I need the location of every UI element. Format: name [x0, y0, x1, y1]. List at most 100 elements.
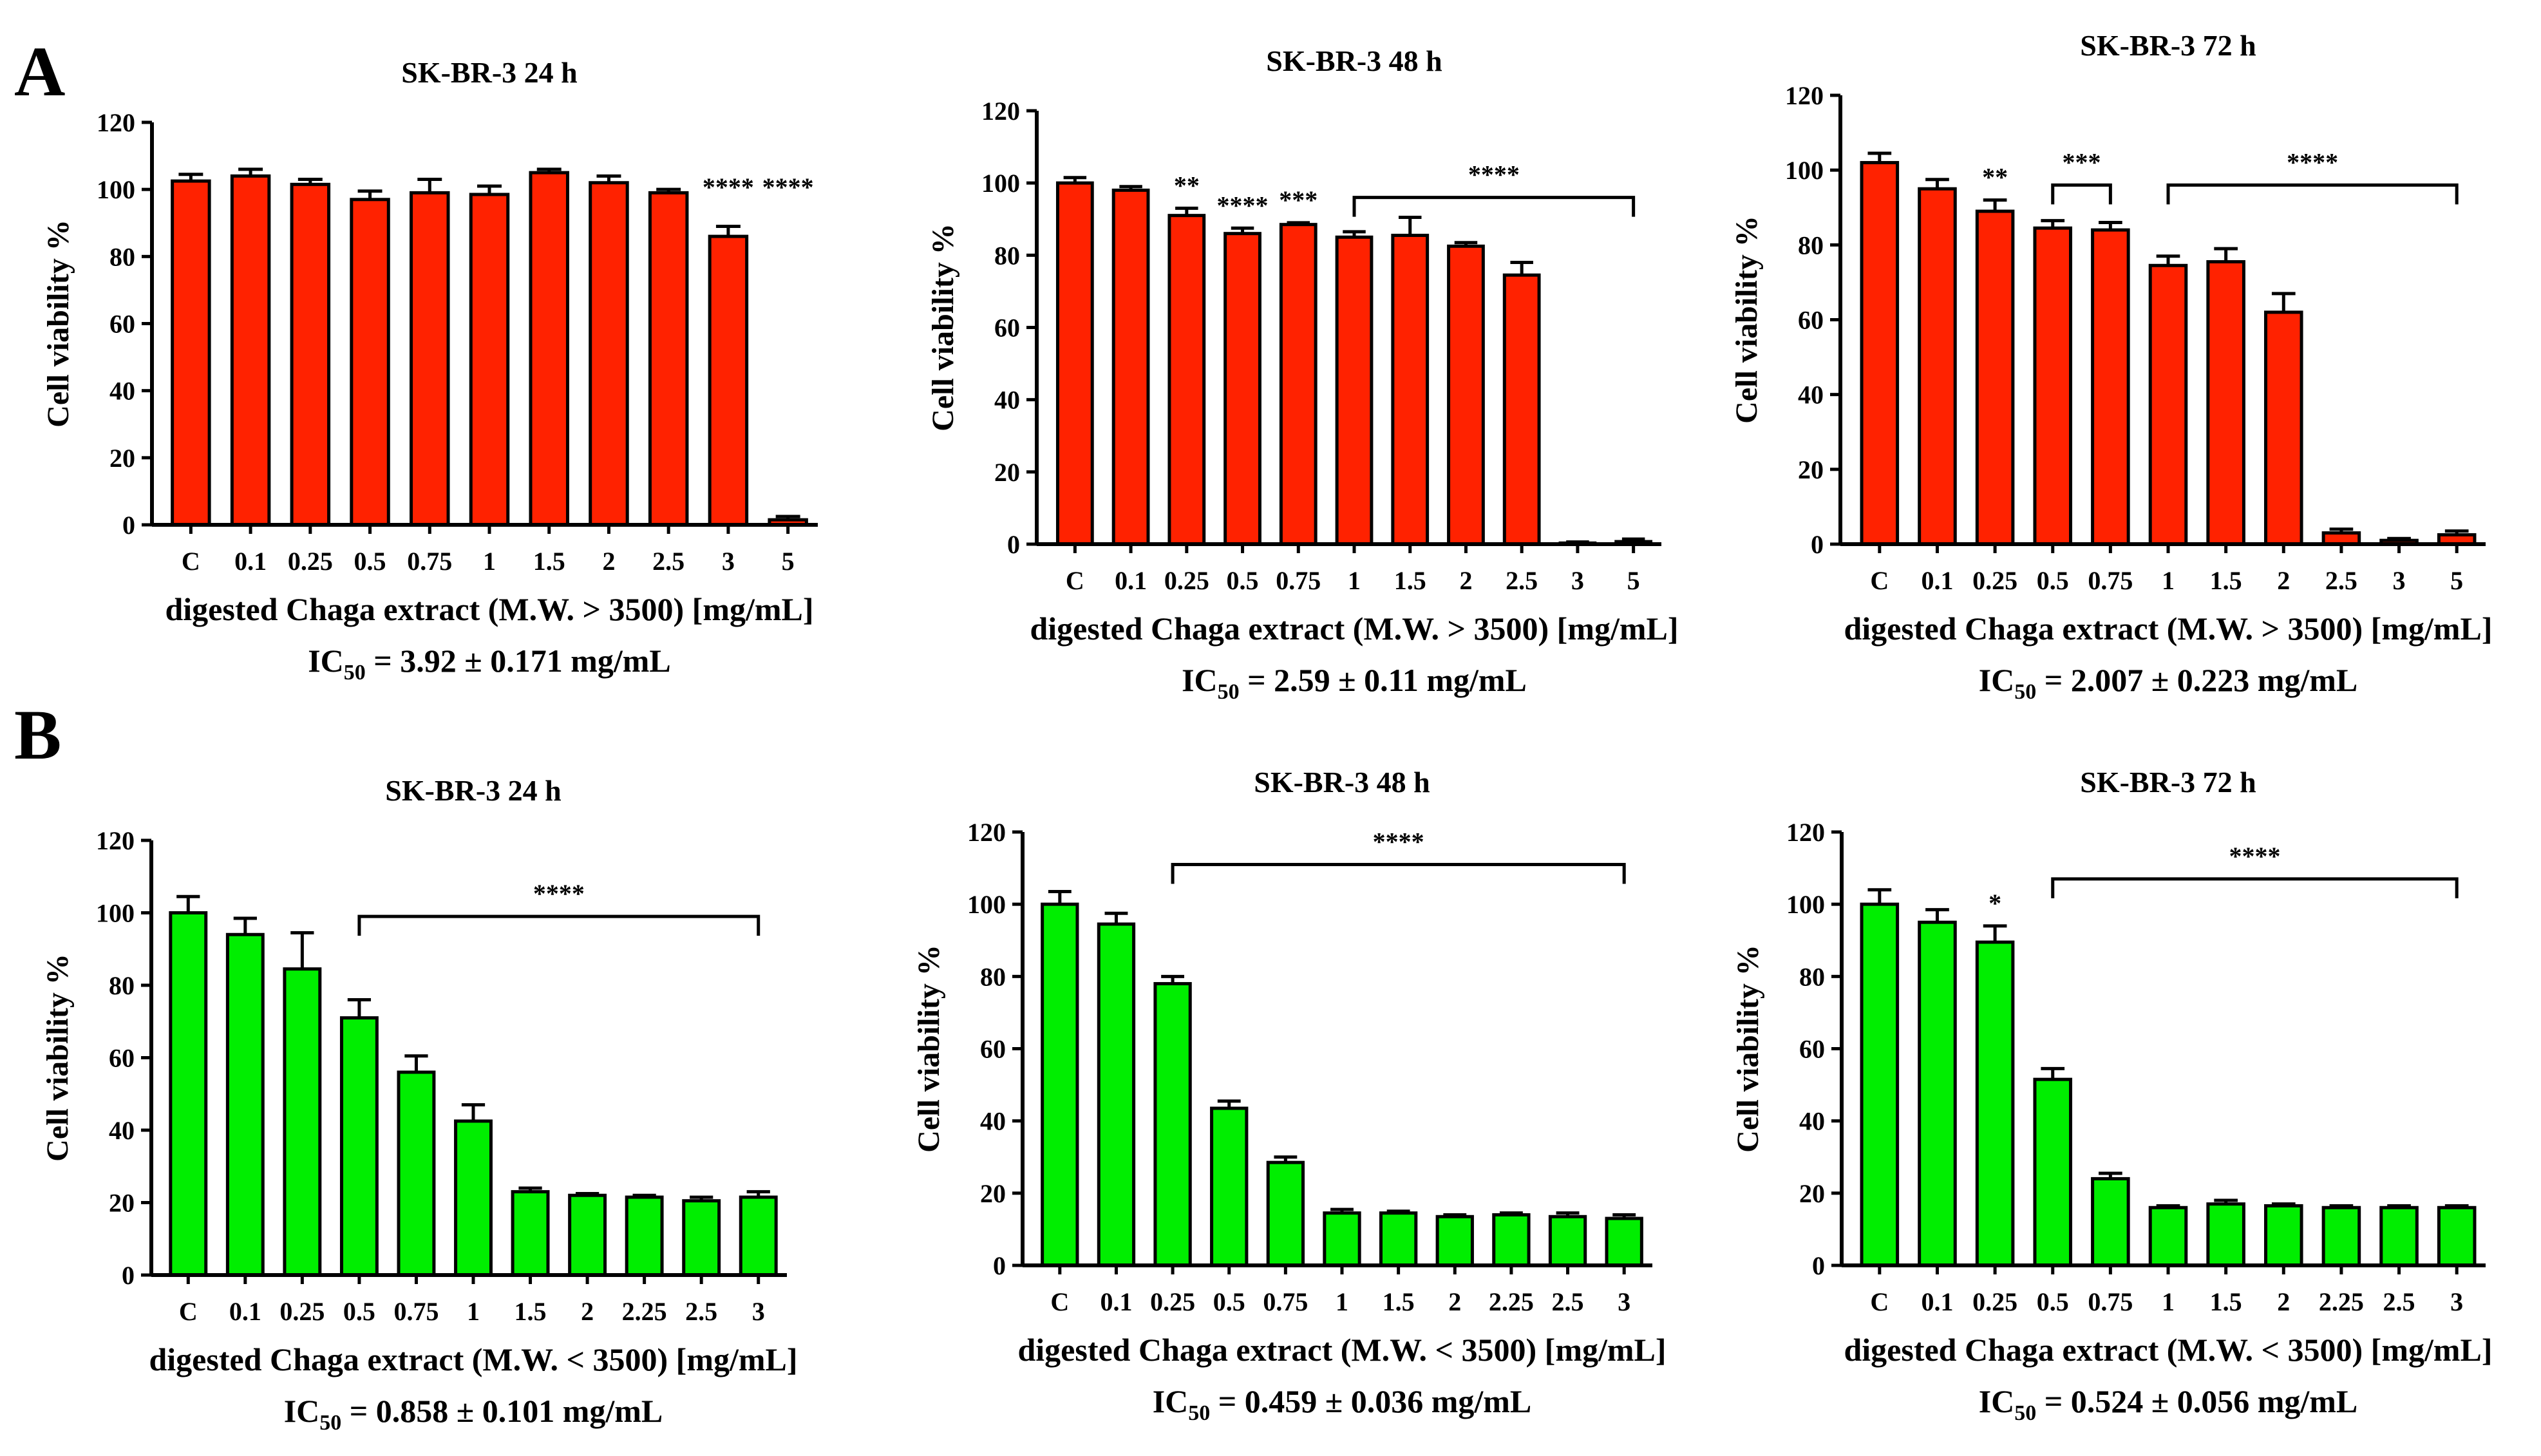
- x-tick-label: 3: [2393, 566, 2406, 595]
- significance-bracket: [2051, 183, 2112, 205]
- ic50-label: IC50 = 0.858 ± 0.101 mg/mL: [284, 1393, 663, 1435]
- x-tick-label: 1.5: [2210, 1287, 2242, 1316]
- y-tick-label: 20: [1798, 455, 1824, 484]
- y-tick-label: 80: [1798, 231, 1824, 260]
- significance-stars: ****: [2287, 147, 2338, 176]
- bar: [339, 1016, 379, 1277]
- y-tick-label: 120: [96, 826, 135, 855]
- x-tick-label: 2.5: [1506, 566, 1538, 595]
- significance-bracket: [2166, 183, 2459, 205]
- bar: [1860, 161, 1900, 546]
- significance-stars: **: [1982, 163, 2008, 192]
- bar: [454, 1119, 493, 1277]
- bar: [1153, 982, 1192, 1267]
- bar: [2263, 1204, 2303, 1267]
- panel-label-a: A: [14, 32, 65, 111]
- x-axis-label: digested Chaga extract (M.W. > 3500) [mg…: [1844, 610, 2492, 647]
- y-tick-label: 0: [1812, 1251, 1825, 1280]
- bar: [529, 171, 569, 527]
- bar: [1279, 223, 1318, 546]
- x-tick-label: 2.25: [622, 1297, 667, 1326]
- x-tick-label: 0.75: [393, 1297, 439, 1326]
- bar: [1391, 233, 1430, 546]
- bar: [1335, 235, 1374, 546]
- chart-title: SK-BR-3 24 h: [401, 56, 577, 89]
- y-tick-label: 40: [109, 377, 135, 406]
- x-tick-label: 3: [2450, 1287, 2463, 1316]
- x-tick-label: 0.5: [1213, 1287, 1245, 1316]
- y-tick-label: 100: [1785, 156, 1824, 185]
- x-axis-label: digested Chaga extract (M.W. > 3500) [mg…: [1030, 610, 1678, 647]
- chart-b-sk-br-3-24-h: SK-BR-3 24 h C 0.1 0.25 0.5 0.75 1 1.5 2 2.25 2.5 3…: [41, 774, 798, 1435]
- significance-bracket: [1171, 862, 1626, 884]
- significance-bracket: [2051, 877, 2459, 898]
- y-tick-label: 100: [96, 899, 135, 928]
- bar: [1266, 1160, 1305, 1267]
- x-tick-label: 0.75: [1263, 1287, 1308, 1316]
- ic50-label: IC50 = 2.007 ± 0.223 mg/mL: [1979, 662, 2358, 704]
- x-tick-label: 1: [1336, 1287, 1348, 1316]
- x-tick-label: 1: [2162, 566, 2175, 595]
- x-tick-label: 1.5: [1383, 1287, 1415, 1316]
- bar: [2206, 1202, 2245, 1267]
- ic50-label: IC50 = 2.59 ± 0.11 mg/mL: [1182, 662, 1527, 704]
- bar: [410, 191, 450, 527]
- significance-stars: ****: [2229, 842, 2280, 871]
- y-axis-label: Cell viability %: [926, 223, 960, 431]
- bar: [290, 182, 331, 527]
- y-tick-label: 20: [109, 1189, 135, 1218]
- bar: [2148, 1205, 2188, 1267]
- bar: [1447, 244, 1485, 546]
- y-tick-label: 0: [993, 1251, 1006, 1280]
- x-axis-label: digested Chaga extract (M.W. > 3500) [mg…: [165, 591, 813, 627]
- x-tick-label: 1.5: [1394, 566, 1426, 595]
- x-axis-label: digested Chaga extract (M.W. < 3500) [mg…: [149, 1341, 797, 1377]
- bar: [283, 967, 322, 1277]
- x-tick-label: 5: [782, 547, 795, 576]
- chart-title: SK-BR-3 48 h: [1266, 44, 1442, 77]
- y-tick-label: 20: [980, 1179, 1006, 1208]
- significance-stars: ****: [762, 173, 814, 202]
- y-tick-label: 60: [980, 1035, 1006, 1064]
- bar: [1435, 1215, 1474, 1267]
- x-tick-label: 5: [1627, 566, 1640, 595]
- y-tick-label: 60: [1798, 306, 1824, 335]
- y-tick-label: 60: [109, 1044, 135, 1073]
- x-tick-label: C: [1050, 1287, 1069, 1316]
- y-axis-label: Cell viability %: [41, 220, 75, 428]
- bar: [350, 198, 390, 527]
- y-tick-label: 80: [109, 242, 135, 271]
- bar: [2091, 228, 2130, 546]
- bar: [469, 193, 510, 527]
- bar: [708, 234, 749, 527]
- y-tick-label: 80: [109, 971, 135, 1000]
- x-tick-label: 2.5: [2325, 566, 2357, 595]
- bar: [568, 1193, 607, 1277]
- significance-bracket: [357, 914, 760, 936]
- chart-a-sk-br-3-72-h: SK-BR-3 72 h C 0.1 0.25 0.5 0.75 1 1.5 2 2.5 3 5 0 20…: [1730, 29, 2493, 704]
- y-tick-label: 20: [109, 444, 135, 473]
- x-tick-label: 0.75: [2088, 1287, 2133, 1316]
- bar: [1223, 232, 1261, 546]
- x-axis-label: digested Chaga extract (M.W. < 3500) [mg…: [1017, 1332, 1666, 1368]
- x-tick-label: C: [1066, 566, 1084, 595]
- chart-title: SK-BR-3 24 h: [385, 774, 561, 807]
- y-tick-label: 40: [109, 1116, 135, 1145]
- significance-stars: **: [1174, 171, 1200, 200]
- bar: [511, 1190, 550, 1277]
- y-axis-label: Cell viability %: [1731, 945, 1765, 1153]
- x-tick-label: 1.5: [2210, 566, 2242, 595]
- y-tick-label: 80: [980, 962, 1006, 991]
- significance-stars: ****: [533, 879, 585, 908]
- y-tick-label: 120: [967, 818, 1006, 847]
- bar: [1918, 920, 1957, 1267]
- x-tick-label: 2: [2277, 1287, 2290, 1316]
- y-axis-label: Cell viability %: [912, 945, 946, 1153]
- significance-stars: ****: [1217, 191, 1269, 220]
- y-tick-label: 0: [122, 511, 135, 540]
- x-tick-label: C: [1870, 1287, 1889, 1316]
- x-tick-label: 2.5: [652, 547, 685, 576]
- y-tick-label: 120: [97, 108, 135, 137]
- bar: [648, 191, 689, 527]
